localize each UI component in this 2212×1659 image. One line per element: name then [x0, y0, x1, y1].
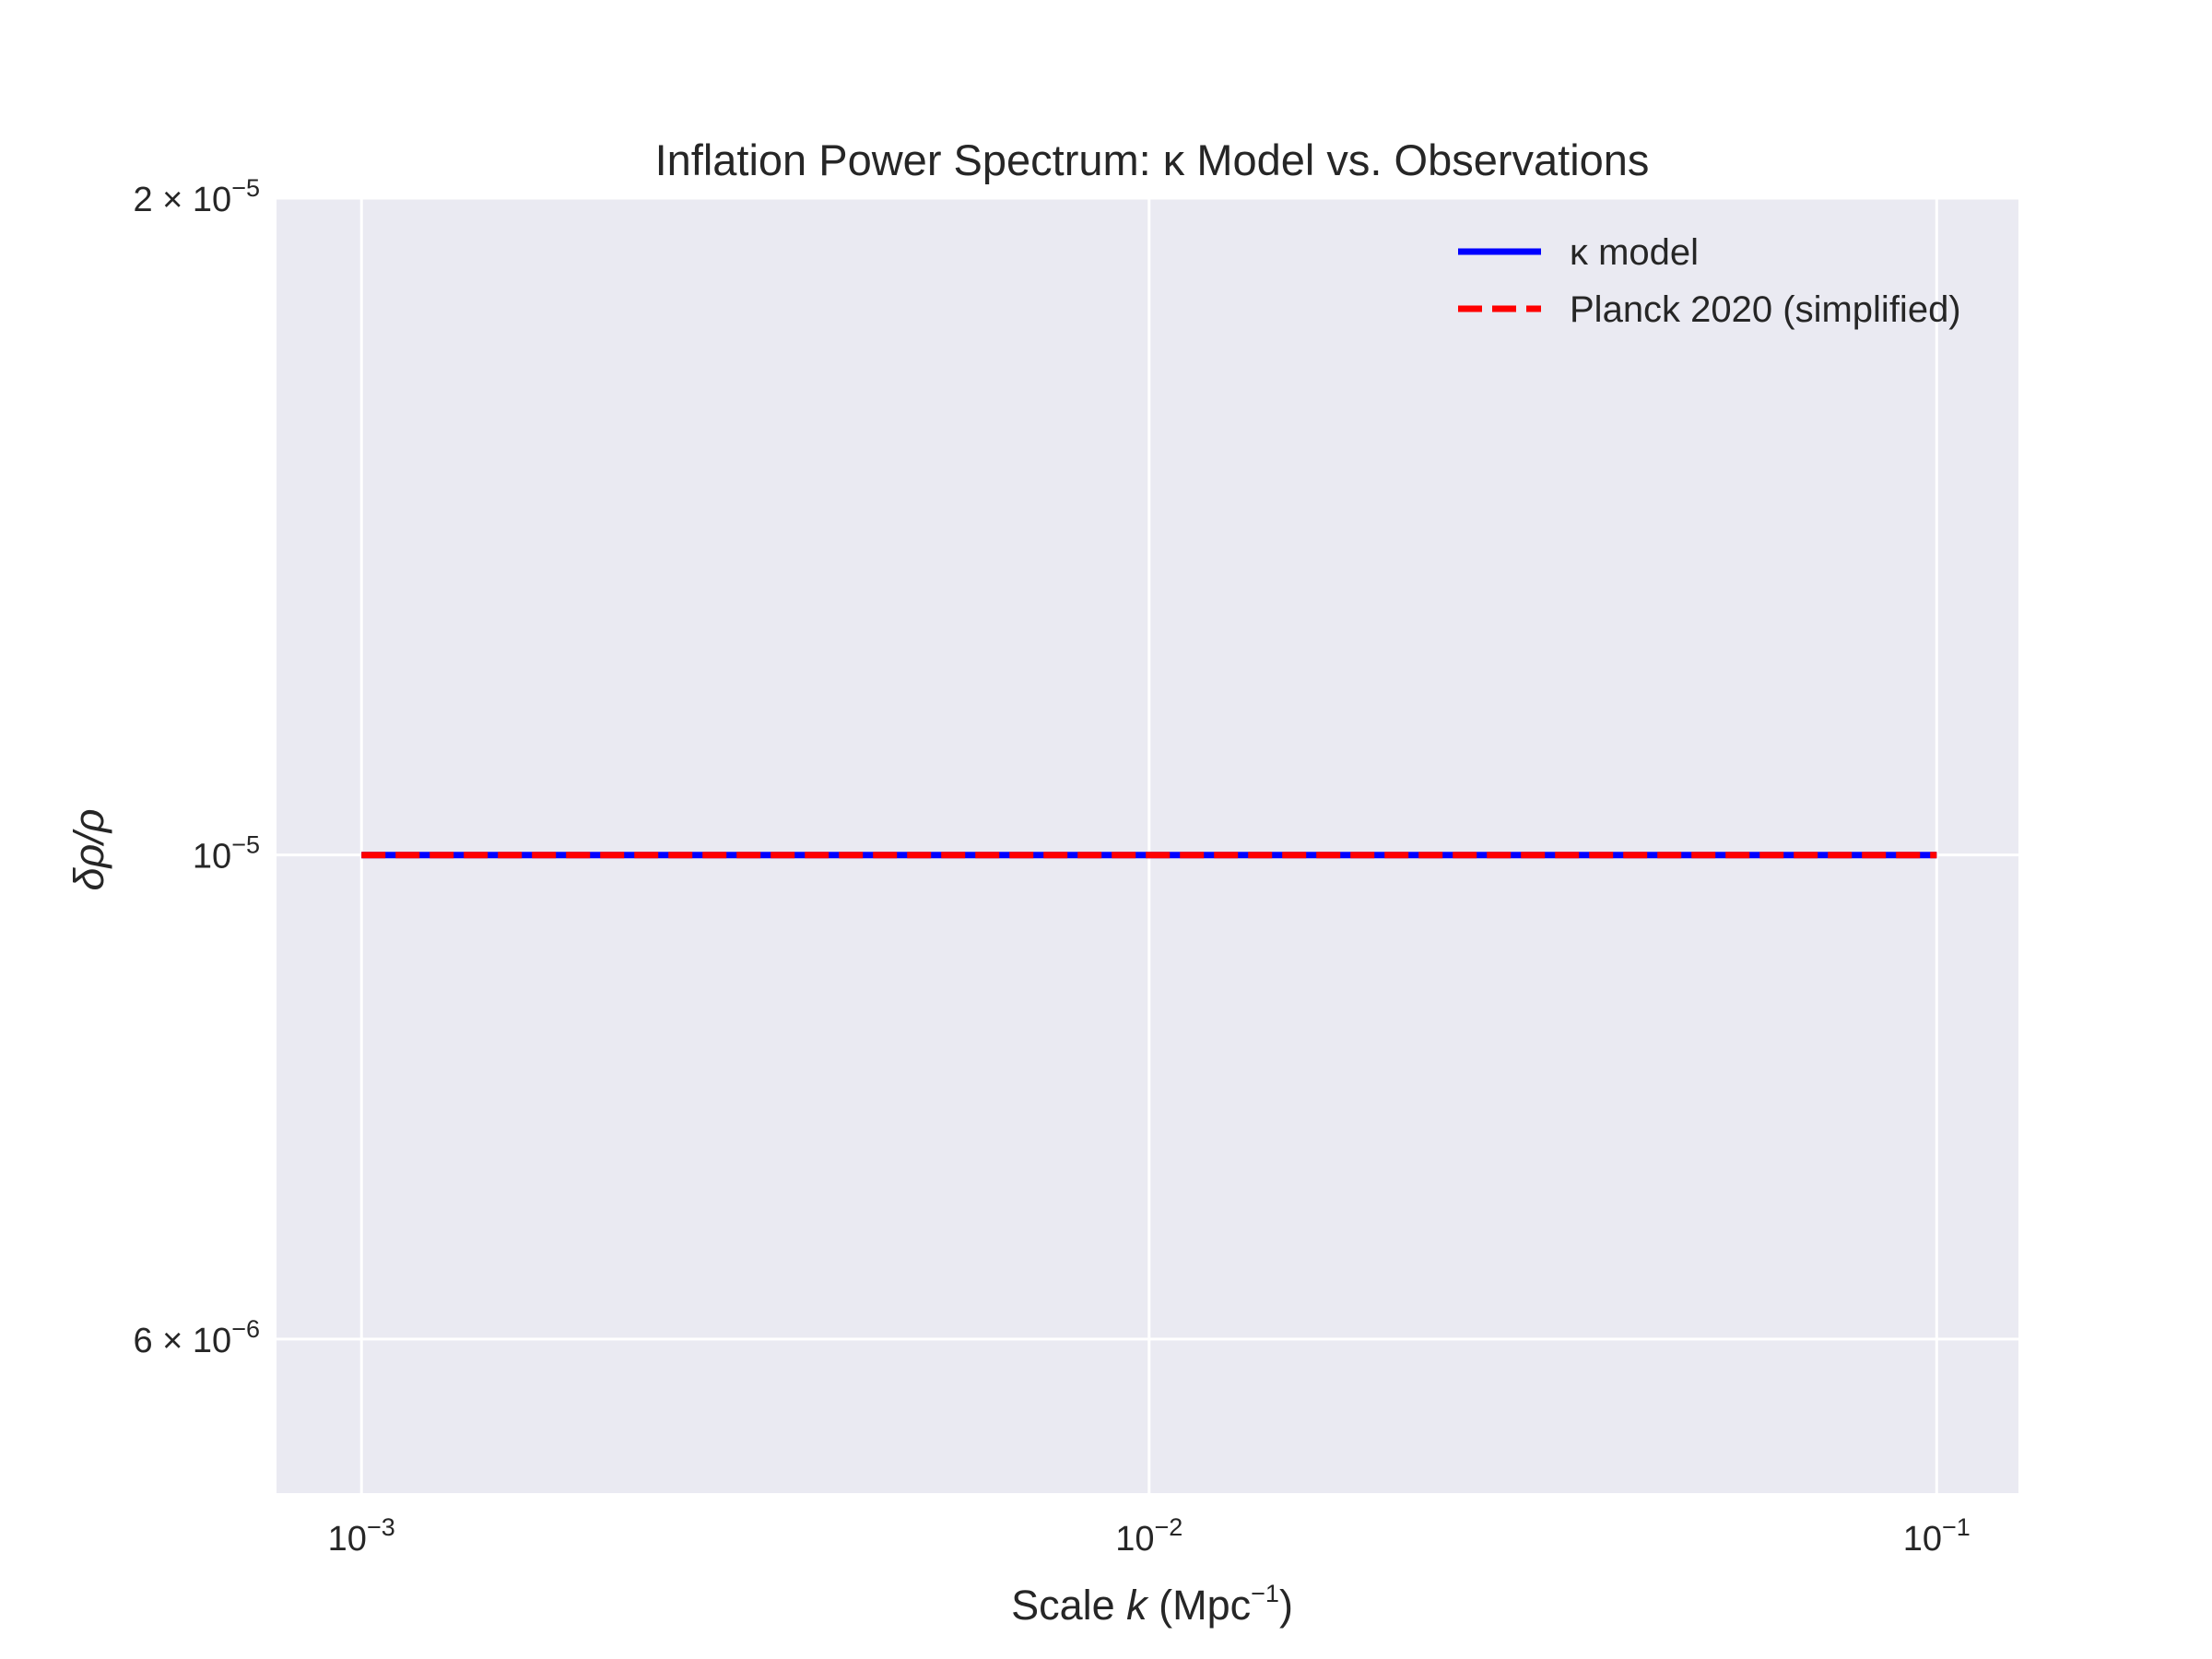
- x-axis-label-close: ): [1279, 1582, 1293, 1629]
- x-tick-exponent: −3: [367, 1513, 395, 1541]
- x-axis-label-variable: k: [1126, 1582, 1149, 1629]
- chart-title: Inflation Power Spectrum: κ Model vs. Ob…: [655, 135, 1650, 184]
- y-tick-label: 2 × 10−5: [133, 174, 260, 219]
- x-tick-exponent: −2: [1154, 1513, 1182, 1541]
- y-tick-exponent: −5: [231, 831, 260, 859]
- x-tick-base: 10: [328, 1520, 367, 1559]
- legend-label-kappa-model: κ model: [1570, 232, 1699, 273]
- x-tick-exponent: −1: [1942, 1513, 1971, 1541]
- legend: κ model Planck 2020 (simplified): [1458, 232, 1961, 330]
- plot-area: [276, 198, 2018, 1493]
- y-tick-base: 10: [193, 838, 231, 877]
- y-tick-label: 6 × 10−6: [133, 1315, 260, 1360]
- x-tick-base: 10: [1903, 1520, 1942, 1559]
- x-tick-label: 10−1: [1903, 1513, 1971, 1559]
- y-axis-label: δρ/ρ: [65, 808, 112, 890]
- tick-labels: 10−3 10−2 10−16 × 10−610−52 × 10−5: [133, 174, 1970, 1559]
- y-tick-base: 2 × 10: [133, 181, 231, 219]
- y-tick-label: 10−5: [193, 831, 260, 877]
- x-axis-label-unit: (Mpc: [1147, 1582, 1252, 1629]
- x-tick-base: 10: [1115, 1520, 1154, 1559]
- x-axis-label-exponent: −1: [1251, 1580, 1279, 1607]
- y-tick-exponent: −6: [231, 1315, 260, 1343]
- y-tick-base: 6 × 10: [133, 1322, 231, 1360]
- y-tick-exponent: −5: [231, 174, 260, 202]
- x-tick-label: 10−3: [328, 1513, 395, 1559]
- x-tick-label: 10−2: [1115, 1513, 1182, 1559]
- x-axis-label-prefix: Scale: [1011, 1582, 1126, 1629]
- legend-label-planck: Planck 2020 (simplified): [1570, 289, 1961, 330]
- x-axis-label: Scale k (Mpc−1): [1011, 1580, 1293, 1629]
